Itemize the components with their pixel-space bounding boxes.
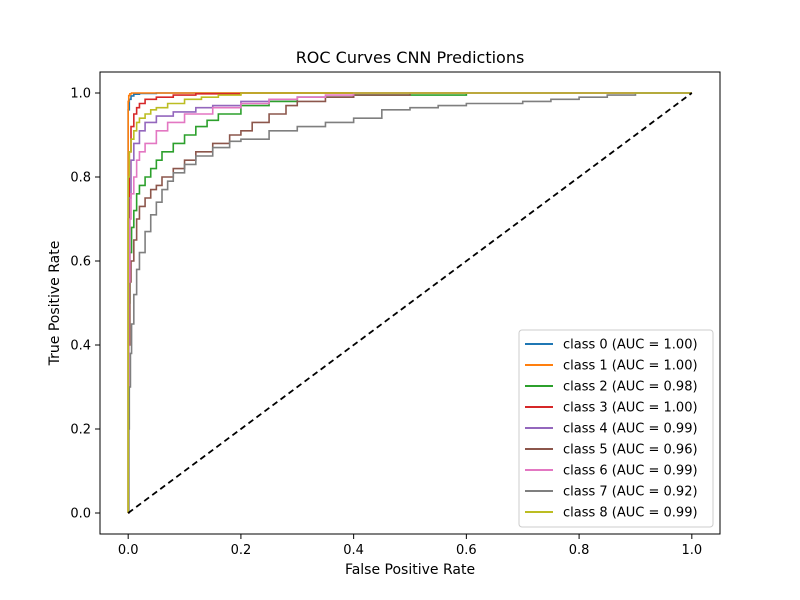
chart-title: ROC Curves CNN Predictions [296,48,525,67]
legend-label-class-7: class 7 (AUC = 0.92) [563,485,698,500]
y-axis-title: True Positive Rate [47,241,63,367]
y-tick-label: 0.0 [70,507,91,522]
series-line-class-1 [127,92,692,513]
y-axis: 0.0 0.2 0.4 0.6 0.8 1.0 [70,87,100,522]
y-tick-label: 0.8 [70,171,91,186]
x-tick-label: 0.2 [231,543,252,558]
series-line-class-6 [127,92,692,514]
series-line-class-2 [127,92,692,514]
legend-label-class-0: class 0 (AUC = 1.00) [563,338,698,353]
legend-label-class-1: class 1 (AUC = 1.00) [563,359,698,374]
y-tick-label: 1.0 [70,87,91,102]
legend-label-class-5: class 5 (AUC = 0.96) [563,443,698,458]
x-axis: 0.0 0.2 0.4 0.6 0.8 1.0 [118,534,702,558]
x-tick-label: 1.0 [681,543,702,558]
legend-label-class-6: class 6 (AUC = 0.99) [563,464,698,479]
y-tick-label: 0.2 [70,423,91,438]
series-line-class-8 [127,92,692,513]
plot-area [99,71,721,535]
legend-label-class-4: class 4 (AUC = 0.99) [563,422,698,437]
legend: class 0 (AUC = 1.00) class 1 (AUC = 1.00)… [518,329,714,528]
x-tick-label: 0.8 [569,543,590,558]
series-layer [127,92,693,514]
y-tick-label: 0.4 [70,339,91,354]
legend-label-class-8: class 8 (AUC = 0.99) [563,506,698,521]
x-tick-label: 0.4 [343,543,364,558]
series-line-class-5 [127,92,692,514]
x-tick-label: 0.6 [456,543,477,558]
legend-label-class-3: class 3 (AUC = 1.00) [563,401,698,416]
plot-frame [99,71,721,535]
y-tick-label: 0.6 [70,255,91,270]
x-tick-label: 0.0 [118,543,139,558]
chance-reference-line [127,92,693,514]
legend-box [518,329,714,528]
legend-label-class-2: class 2 (AUC = 0.98) [563,380,698,395]
x-axis-title: False Positive Rate [345,562,475,578]
series-line-class-7 [127,92,692,514]
